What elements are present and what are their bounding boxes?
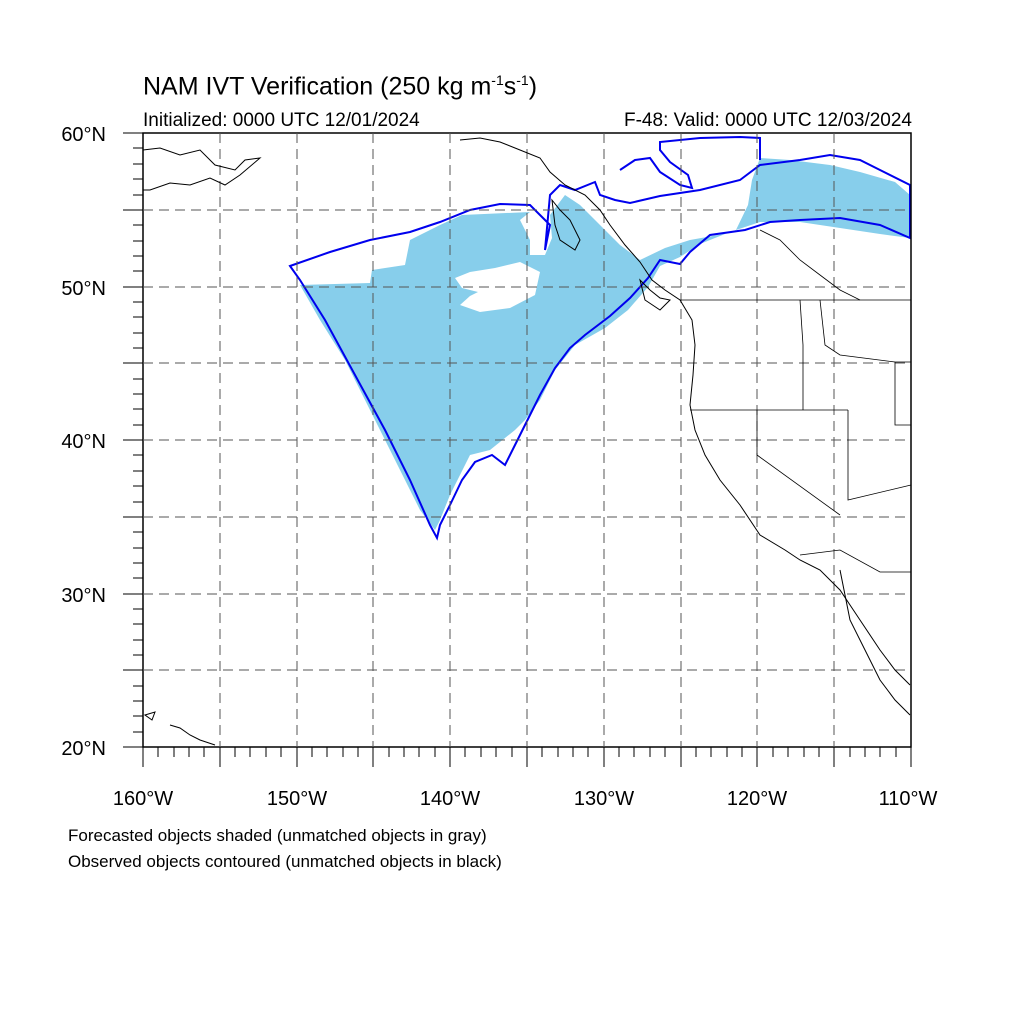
lat-label: 30°N <box>61 585 106 607</box>
lon-label: 150°W <box>267 788 327 810</box>
lat-ticks <box>123 132 143 748</box>
lat-label: 40°N <box>61 431 106 453</box>
lon-label: 120°W <box>727 788 787 810</box>
lon-label: 160°W <box>113 788 173 810</box>
lat-label: 60°N <box>61 124 106 146</box>
observed-object <box>288 135 911 541</box>
legend-observed-note: Observed objects contoured (unmatched ob… <box>68 852 502 871</box>
gridlines <box>143 133 911 747</box>
state-borders <box>680 229 912 573</box>
lon-ticks <box>142 747 912 767</box>
chart-title: NAM IVT Verification (250 kg m-1s-1) <box>143 72 538 101</box>
coastlines <box>142 137 911 746</box>
valid-time-label: F-48: Valid: 0000 UTC 12/03/2024 <box>624 110 912 131</box>
lon-label: 130°W <box>574 788 634 810</box>
legend-forecast-note: Forecasted objects shaded (unmatched obj… <box>68 826 487 845</box>
lat-label: 50°N <box>61 278 106 300</box>
lon-labels: 160°W 150°W 140°W 130°W 120°W 110°W <box>113 788 938 810</box>
forecast-object <box>300 158 910 530</box>
lat-label: 20°N <box>61 738 106 760</box>
lon-label: 140°W <box>420 788 480 810</box>
lat-labels: 60°N 50°N 40°N 30°N 20°N <box>61 124 106 760</box>
initialized-label: Initialized: 0000 UTC 12/01/2024 <box>143 110 420 131</box>
lon-label: 110°W <box>879 788 938 810</box>
